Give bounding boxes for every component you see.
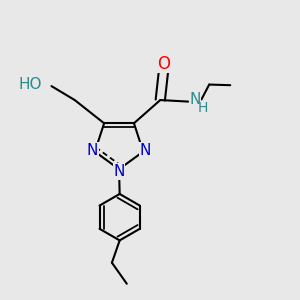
Text: O: O [157, 55, 170, 73]
Text: N: N [140, 142, 151, 158]
Text: N: N [189, 92, 201, 106]
Text: HO: HO [19, 77, 42, 92]
Text: N: N [113, 164, 125, 179]
Text: H: H [197, 101, 208, 116]
Text: N: N [87, 142, 98, 158]
